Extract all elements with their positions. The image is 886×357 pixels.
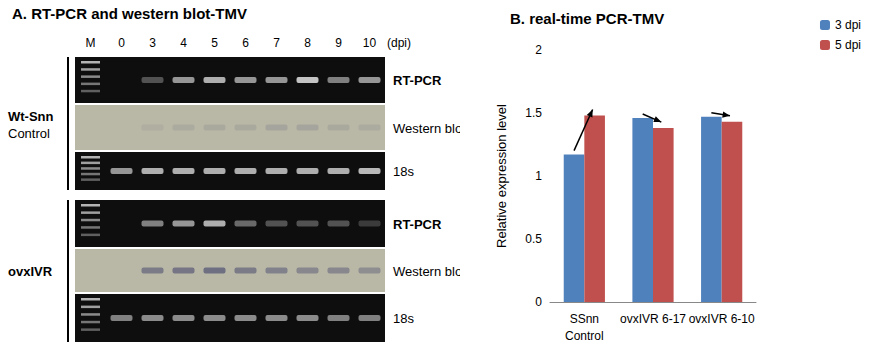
svg-text:A. RT-PCR and western blot-TMV: A. RT-PCR and western blot-TMV [12, 5, 247, 22]
svg-text:1: 1 [535, 169, 542, 183]
svg-text:6: 6 [242, 36, 249, 50]
svg-text:1.5: 1.5 [525, 106, 542, 120]
svg-text:Relative expression level: Relative expression level [494, 104, 509, 248]
svg-text:10: 10 [363, 36, 377, 50]
svg-text:(dpi): (dpi) [387, 36, 411, 50]
svg-text:RT-PCR: RT-PCR [393, 73, 442, 88]
svg-text:5: 5 [211, 36, 218, 50]
svg-text:0: 0 [118, 36, 125, 50]
svg-text:2: 2 [535, 43, 542, 57]
svg-text:Control: Control [565, 329, 604, 343]
svg-text:ovxIVR 6-10: ovxIVR 6-10 [689, 312, 755, 326]
svg-text:ovxIVR: ovxIVR [8, 264, 53, 279]
svg-text:4: 4 [180, 36, 187, 50]
svg-text:ovxIVR 6-17: ovxIVR 6-17 [620, 312, 686, 326]
svg-text:B. real-time PCR-TMV: B. real-time PCR-TMV [510, 10, 664, 27]
svg-text:Western blot: Western blot [393, 264, 460, 279]
svg-text:SSnn: SSnn [570, 312, 599, 326]
svg-text:RT-PCR: RT-PCR [393, 217, 442, 232]
svg-text:7: 7 [273, 36, 280, 50]
svg-text:3 dpi: 3 dpi [835, 18, 861, 32]
svg-text:18s: 18s [393, 311, 414, 326]
svg-text:9: 9 [335, 36, 342, 50]
svg-text:M: M [86, 36, 96, 50]
svg-text:3: 3 [149, 36, 156, 50]
svg-text:Western blot: Western blot [393, 121, 460, 136]
svg-text:0.5: 0.5 [525, 232, 542, 246]
svg-text:Control: Control [8, 126, 50, 141]
svg-text:5 dpi: 5 dpi [835, 38, 861, 52]
svg-text:Wt-Snn: Wt-Snn [8, 109, 54, 124]
svg-text:0: 0 [535, 295, 542, 309]
svg-text:18s: 18s [393, 164, 414, 179]
svg-text:8: 8 [304, 36, 311, 50]
